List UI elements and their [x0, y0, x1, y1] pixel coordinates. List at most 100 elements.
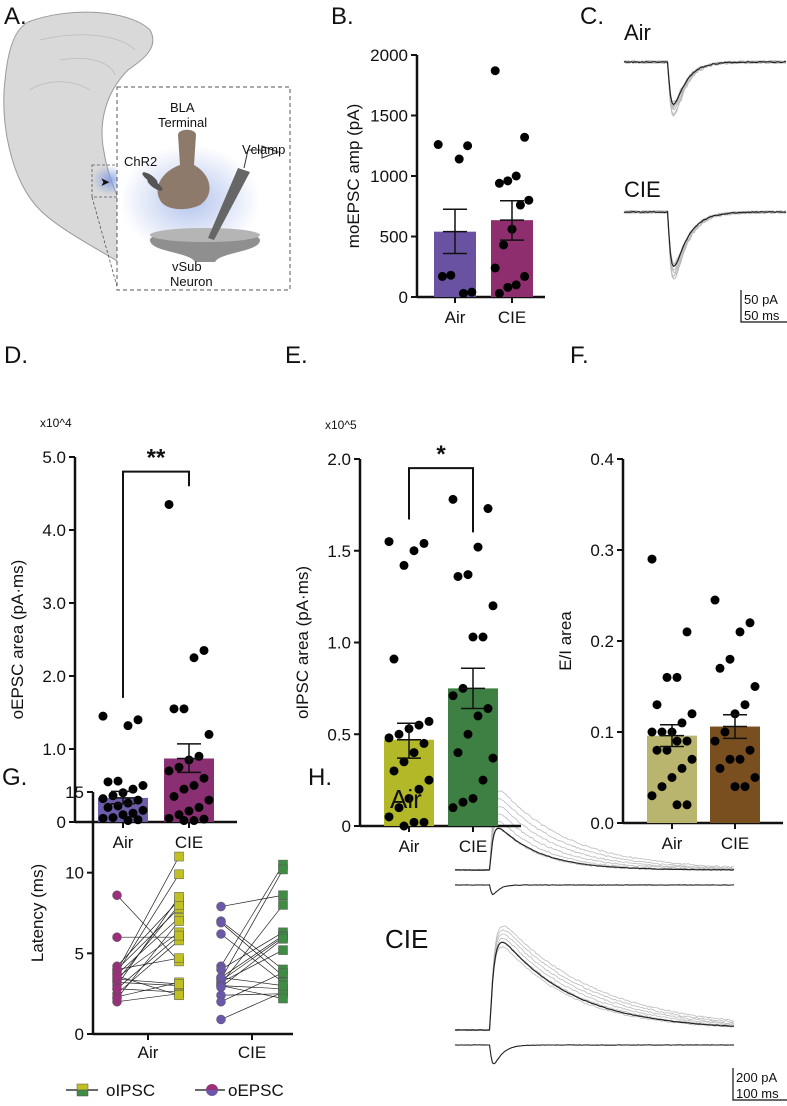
- x-tick-label: CIE: [238, 1043, 266, 1062]
- pair-line: [116, 895, 180, 962]
- data-point: [189, 781, 199, 790]
- data-point: [394, 803, 404, 813]
- oipsc-point: [174, 916, 184, 926]
- data-point: [189, 653, 199, 663]
- y-tick-label: 5.0: [42, 448, 66, 467]
- data-point: [194, 751, 204, 761]
- data-point: [682, 800, 692, 810]
- x-tick-label: Air: [445, 308, 466, 327]
- oipsc-point: [278, 890, 288, 901]
- oipsc-point: [278, 864, 288, 875]
- y-tick-label: 0.0: [590, 814, 614, 833]
- pair-line: [116, 917, 180, 975]
- pair-line: [116, 957, 180, 970]
- y-axis-label: oIPSC area (pA·ms): [293, 566, 312, 719]
- y-tick-label: 1000: [370, 167, 408, 186]
- oepsc-point: [112, 932, 122, 942]
- current-trace: [623, 210, 787, 268]
- data-point: [389, 654, 399, 664]
- data-point: [662, 745, 672, 755]
- data-point: [384, 812, 394, 822]
- data-point: [740, 700, 750, 710]
- data-point: [652, 700, 662, 710]
- legend: oIPSC oEPSC: [66, 1081, 284, 1100]
- pair-line: [220, 993, 284, 996]
- data-point: [164, 499, 174, 509]
- data-point: [473, 542, 483, 552]
- data-point: [458, 797, 468, 807]
- data-point: [511, 171, 521, 181]
- neuron-label: Neuron: [170, 274, 213, 289]
- trace-label-air-h: Air: [390, 784, 422, 814]
- data-point: [113, 776, 123, 786]
- current-trace: [454, 937, 735, 1032]
- y-tick-label: 0.2: [590, 632, 614, 651]
- oipsc-point: [174, 869, 184, 880]
- error-bar: [500, 200, 524, 241]
- neuron-arrows-icon: ➤: [100, 175, 110, 189]
- data-point: [494, 178, 504, 188]
- data-point: [483, 704, 493, 714]
- data-point: [446, 270, 456, 280]
- data-point: [184, 806, 194, 816]
- data-point: [725, 654, 735, 664]
- pair-line: [116, 935, 180, 990]
- data-point: [524, 195, 534, 205]
- data-point: [399, 821, 409, 831]
- data-point: [520, 271, 530, 281]
- y-tick-label: 1.0: [42, 740, 66, 759]
- y-tick-label: 15: [65, 783, 84, 802]
- data-point: [404, 793, 414, 803]
- current-trace: [454, 933, 735, 1032]
- pair-line: [220, 977, 284, 986]
- data-point: [515, 200, 525, 210]
- y-axis-label: moEPSC amp (pA): [344, 104, 363, 249]
- data-point: [672, 736, 682, 746]
- y-tick-label: 2.0: [327, 450, 351, 469]
- data-point: [419, 538, 429, 548]
- y-tick-label: 3.0: [42, 594, 66, 613]
- current-trace: [454, 790, 735, 872]
- pair-line: [116, 920, 180, 999]
- data-point: [108, 813, 118, 823]
- data-point: [164, 766, 174, 776]
- data-point: [687, 709, 697, 719]
- y-tick-label: 1500: [370, 107, 408, 126]
- current-trace: [454, 1044, 735, 1065]
- data-point: [745, 745, 755, 755]
- data-point: [745, 618, 755, 628]
- pair-line: [220, 991, 284, 1020]
- current-trace: [454, 805, 735, 872]
- pair-line: [220, 932, 284, 970]
- data-point: [454, 154, 464, 164]
- trace-label-air-c: Air: [624, 20, 651, 45]
- x-tick-label: Air: [399, 837, 420, 856]
- data-point: [448, 494, 458, 504]
- oipsc-point: [174, 990, 184, 1001]
- pair-line: [116, 978, 180, 985]
- data-point: [414, 784, 424, 794]
- x-tick-label: CIE: [498, 308, 526, 327]
- y-tick-label: 500: [380, 228, 408, 247]
- data-point: [169, 791, 179, 801]
- error-bar: [111, 790, 135, 805]
- data-point: [424, 775, 434, 785]
- data-point: [710, 736, 720, 746]
- data-point: [730, 782, 740, 792]
- data-point: [657, 782, 667, 792]
- data-point: [657, 727, 667, 737]
- terminal-label: Terminal: [158, 115, 207, 130]
- data-point: [123, 721, 133, 731]
- data-point: [662, 672, 672, 682]
- data-point: [169, 704, 179, 714]
- pair-line: [220, 904, 284, 985]
- x-tick-label: CIE: [459, 837, 487, 856]
- data-point: [103, 802, 113, 812]
- chart-e: 0 0.5 1.0 1.5 2.0 Air CIE oIPSC area (pA·ms) x10…: [293, 418, 521, 856]
- oepsc-point: [216, 1014, 226, 1025]
- data-point: [463, 141, 473, 151]
- pair-line: [220, 935, 284, 978]
- data-point: [433, 140, 443, 150]
- oepsc-point: [216, 982, 226, 992]
- error-bar: [461, 667, 485, 710]
